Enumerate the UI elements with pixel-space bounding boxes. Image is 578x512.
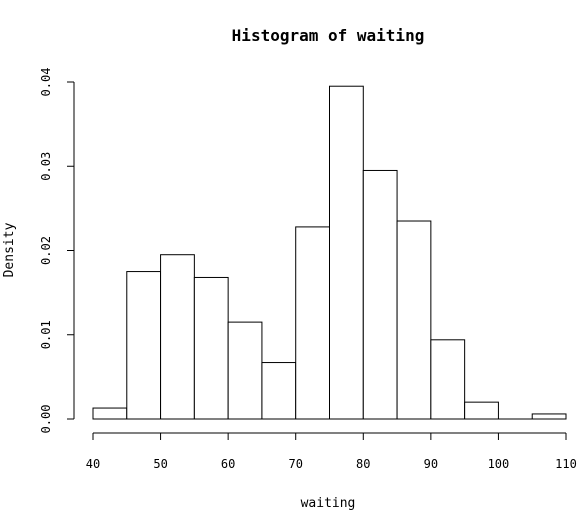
chart-title: Histogram of waiting: [232, 26, 425, 45]
x-axis: 40 50 60 70 80 90 100 110: [86, 432, 577, 471]
histogram-bar: [464, 401, 499, 420]
histogram-bar: [430, 339, 466, 420]
histogram-bar: [160, 254, 195, 420]
x-tick-label: 100: [488, 457, 510, 471]
y-tick-label: 0.04: [39, 68, 53, 97]
y-axis: 0.00 0.01 0.02 0.03 0.04: [39, 68, 75, 434]
histogram-bar: [295, 226, 331, 420]
histogram-bar: [396, 220, 432, 420]
y-tick-label: 0.01: [39, 320, 53, 349]
x-tick-label: 40: [86, 457, 100, 471]
y-tick-label: 0.03: [39, 152, 53, 181]
histogram-bar: [126, 271, 162, 420]
y-tick-label: 0.02: [39, 236, 53, 265]
y-axis-label: Density: [2, 222, 17, 277]
x-tick-label: 70: [288, 457, 302, 471]
histogram-bar: [92, 407, 128, 420]
histogram-bar: [261, 362, 297, 420]
x-tick-label: 110: [555, 457, 577, 471]
histogram-bar: [531, 413, 567, 420]
histogram-bar: [329, 85, 364, 420]
histogram-bar: [362, 169, 398, 420]
x-tick-label: 60: [221, 457, 235, 471]
histogram-bar: [227, 321, 263, 420]
x-tick-label: 80: [356, 457, 370, 471]
x-tick-label: 90: [424, 457, 438, 471]
bars-group: [92, 85, 567, 420]
y-tick-label: 0.00: [39, 405, 53, 434]
x-tick-label: 50: [153, 457, 167, 471]
histogram-bar: [193, 276, 229, 420]
x-axis-label: waiting: [301, 496, 356, 511]
